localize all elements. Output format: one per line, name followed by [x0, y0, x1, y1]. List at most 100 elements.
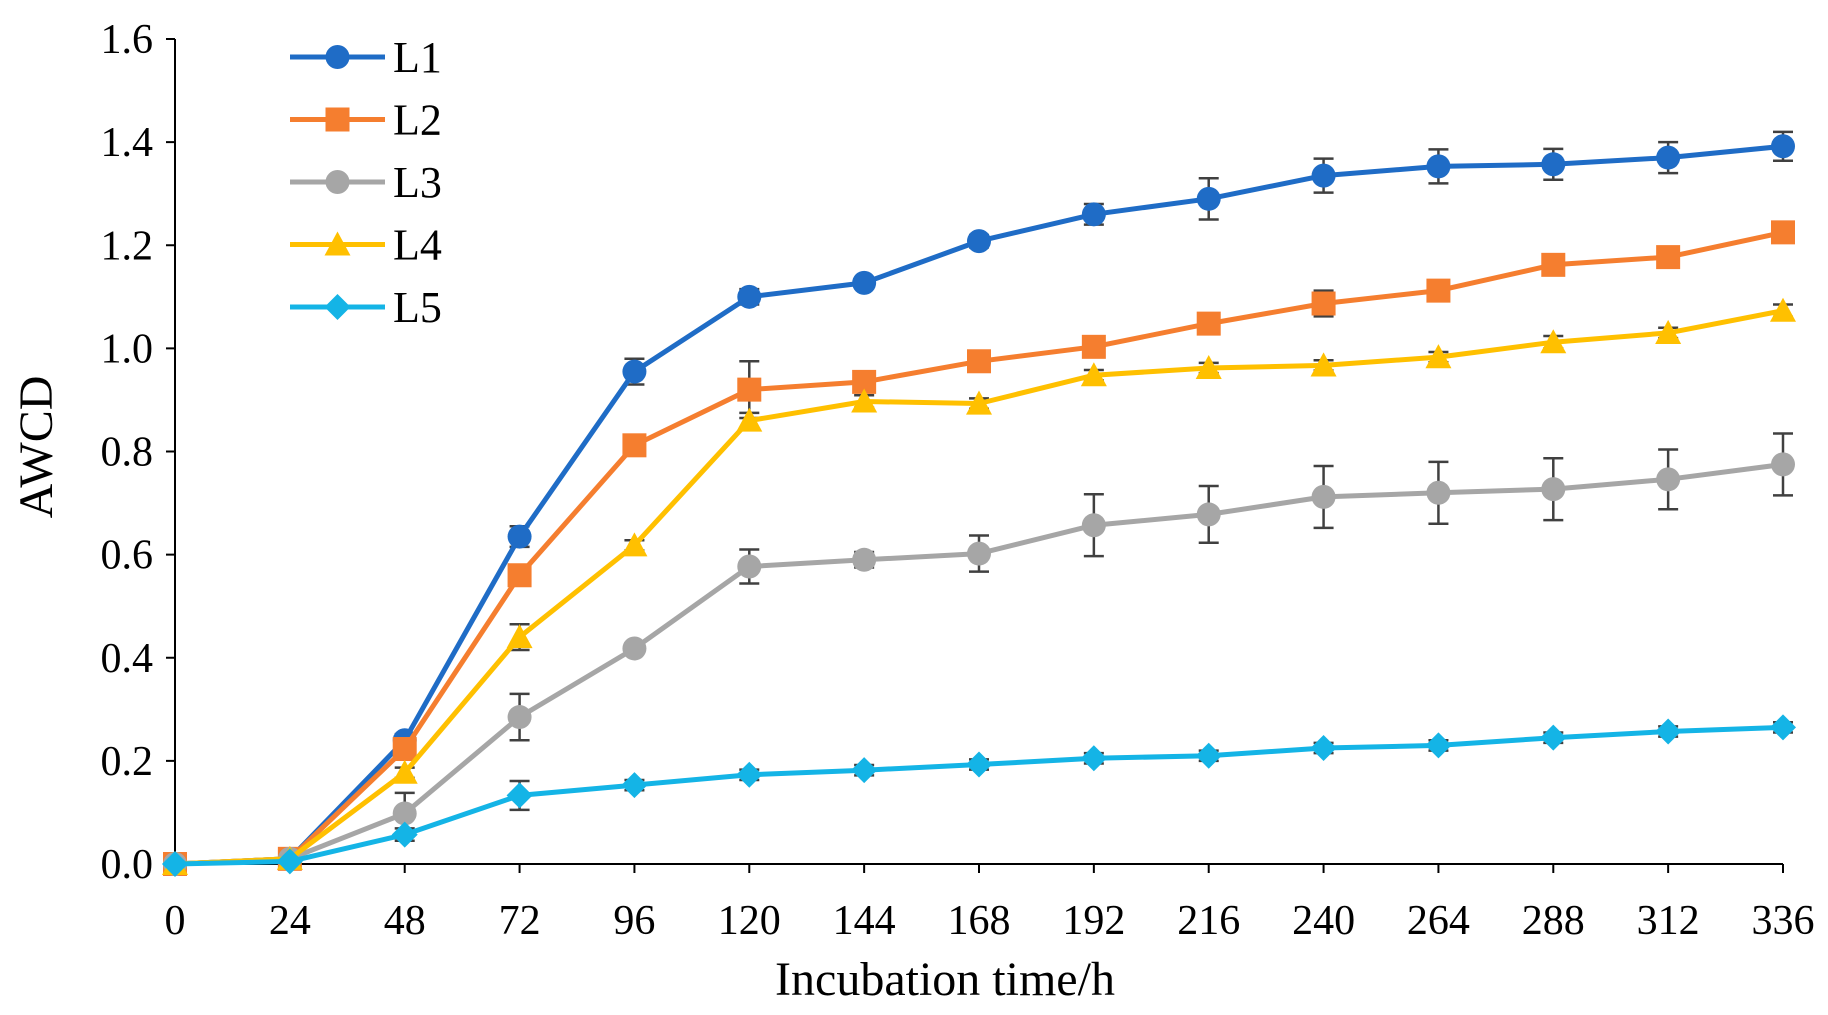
data-point [1196, 186, 1221, 211]
legend-marker [325, 170, 350, 194]
x-tick-label: 240 [1292, 898, 1355, 944]
data-point [276, 848, 303, 875]
data-point [1081, 334, 1106, 359]
legend: L1 L2 L3 L4 L5 [290, 33, 442, 332]
data-point [1426, 480, 1451, 505]
series-line [174, 461, 1784, 867]
y-tick-label: 1.2 [101, 223, 154, 269]
x-tick-label: 72 [499, 898, 541, 944]
data-point [737, 554, 762, 579]
y-tick-label: 1.4 [101, 120, 154, 166]
x-tick-label: 0 [165, 898, 186, 944]
data-point [1541, 252, 1566, 277]
data-point [507, 563, 532, 588]
series-group [162, 130, 1796, 877]
legend-marker [325, 107, 350, 132]
legend-item-l5: L5 [290, 283, 442, 332]
y-tick-label: 1.6 [101, 17, 154, 63]
data-point [1196, 311, 1221, 336]
data-point [1311, 484, 1336, 509]
x-tick-label: 120 [718, 898, 781, 944]
x-tick-label: 24 [269, 898, 311, 944]
y-tick-label: 0.8 [101, 430, 154, 476]
data-point [967, 349, 991, 374]
data-point [851, 388, 878, 413]
x-tick-label: 312 [1637, 898, 1700, 944]
data-point [507, 705, 532, 730]
data-point [622, 636, 647, 661]
data-point [1655, 319, 1682, 344]
x-tick-label: 48 [384, 898, 426, 944]
data-point [1656, 245, 1681, 270]
series-l3 [163, 432, 1795, 876]
series-l2 [163, 220, 1795, 876]
data-point [967, 541, 991, 566]
legend-marker [325, 45, 350, 69]
data-point [506, 624, 533, 649]
data-point [1080, 362, 1107, 387]
y-tick-label: 0.6 [101, 533, 154, 579]
data-point [1770, 297, 1796, 322]
data-point [1426, 154, 1451, 179]
data-point [622, 359, 647, 384]
data-point [1195, 742, 1222, 769]
x-axis-title: Incubation time/h [775, 953, 1115, 1006]
data-point [1656, 467, 1681, 492]
data-point [1310, 352, 1337, 377]
legend-label: L1 [393, 33, 442, 82]
data-point [506, 782, 533, 809]
y-tick-label: 0.4 [101, 636, 154, 682]
series-l4 [162, 297, 1796, 876]
data-point [391, 759, 418, 784]
data-point [622, 433, 647, 458]
data-point [621, 772, 648, 799]
y-tick-label: 0.2 [101, 739, 154, 785]
data-point [162, 851, 188, 877]
legend-marker [324, 231, 351, 256]
data-point [392, 737, 417, 762]
data-point [737, 284, 762, 309]
data-point [1771, 452, 1795, 477]
data-point [736, 761, 763, 788]
data-point [1541, 477, 1566, 502]
data-point [1771, 134, 1795, 159]
data-point [966, 390, 992, 415]
x-tick-label: 288 [1522, 898, 1585, 944]
data-point [392, 801, 417, 826]
data-point [967, 229, 991, 254]
legend-item-l4: L4 [290, 221, 442, 270]
data-point [1081, 513, 1106, 538]
legend-marker [324, 294, 351, 320]
axes-group: 0.0 0.2 0.4 0.6 0.8 1.0 1.2 1.4 1.6 0 24 48 72 96 120 1… [101, 17, 1815, 944]
data-point [621, 532, 648, 557]
legend-item-l2: L2 [290, 96, 442, 145]
data-point [507, 524, 532, 549]
series-l5 [162, 714, 1796, 877]
data-point [966, 751, 992, 778]
data-point [1771, 220, 1795, 245]
data-point [1425, 344, 1452, 369]
legend-label: L5 [393, 283, 442, 332]
data-point [852, 270, 877, 295]
data-point [1311, 291, 1336, 316]
data-point [1311, 163, 1336, 188]
data-point [736, 407, 763, 432]
data-point [1426, 278, 1451, 303]
x-tick-label: 192 [1062, 898, 1125, 944]
data-point [1541, 152, 1566, 177]
data-point [1081, 202, 1106, 227]
legend-item-l1: L1 [290, 33, 442, 82]
data-point [1196, 502, 1221, 527]
x-tick-label: 144 [833, 898, 896, 944]
data-point [852, 547, 877, 572]
data-point [1195, 354, 1222, 380]
data-point [1656, 145, 1681, 170]
data-point [1655, 718, 1682, 745]
data-point [1310, 734, 1337, 761]
legend-label: L4 [393, 221, 442, 270]
y-tick-label: 0.0 [101, 842, 154, 888]
x-tick-label: 168 [948, 898, 1011, 944]
data-point [1080, 745, 1107, 772]
